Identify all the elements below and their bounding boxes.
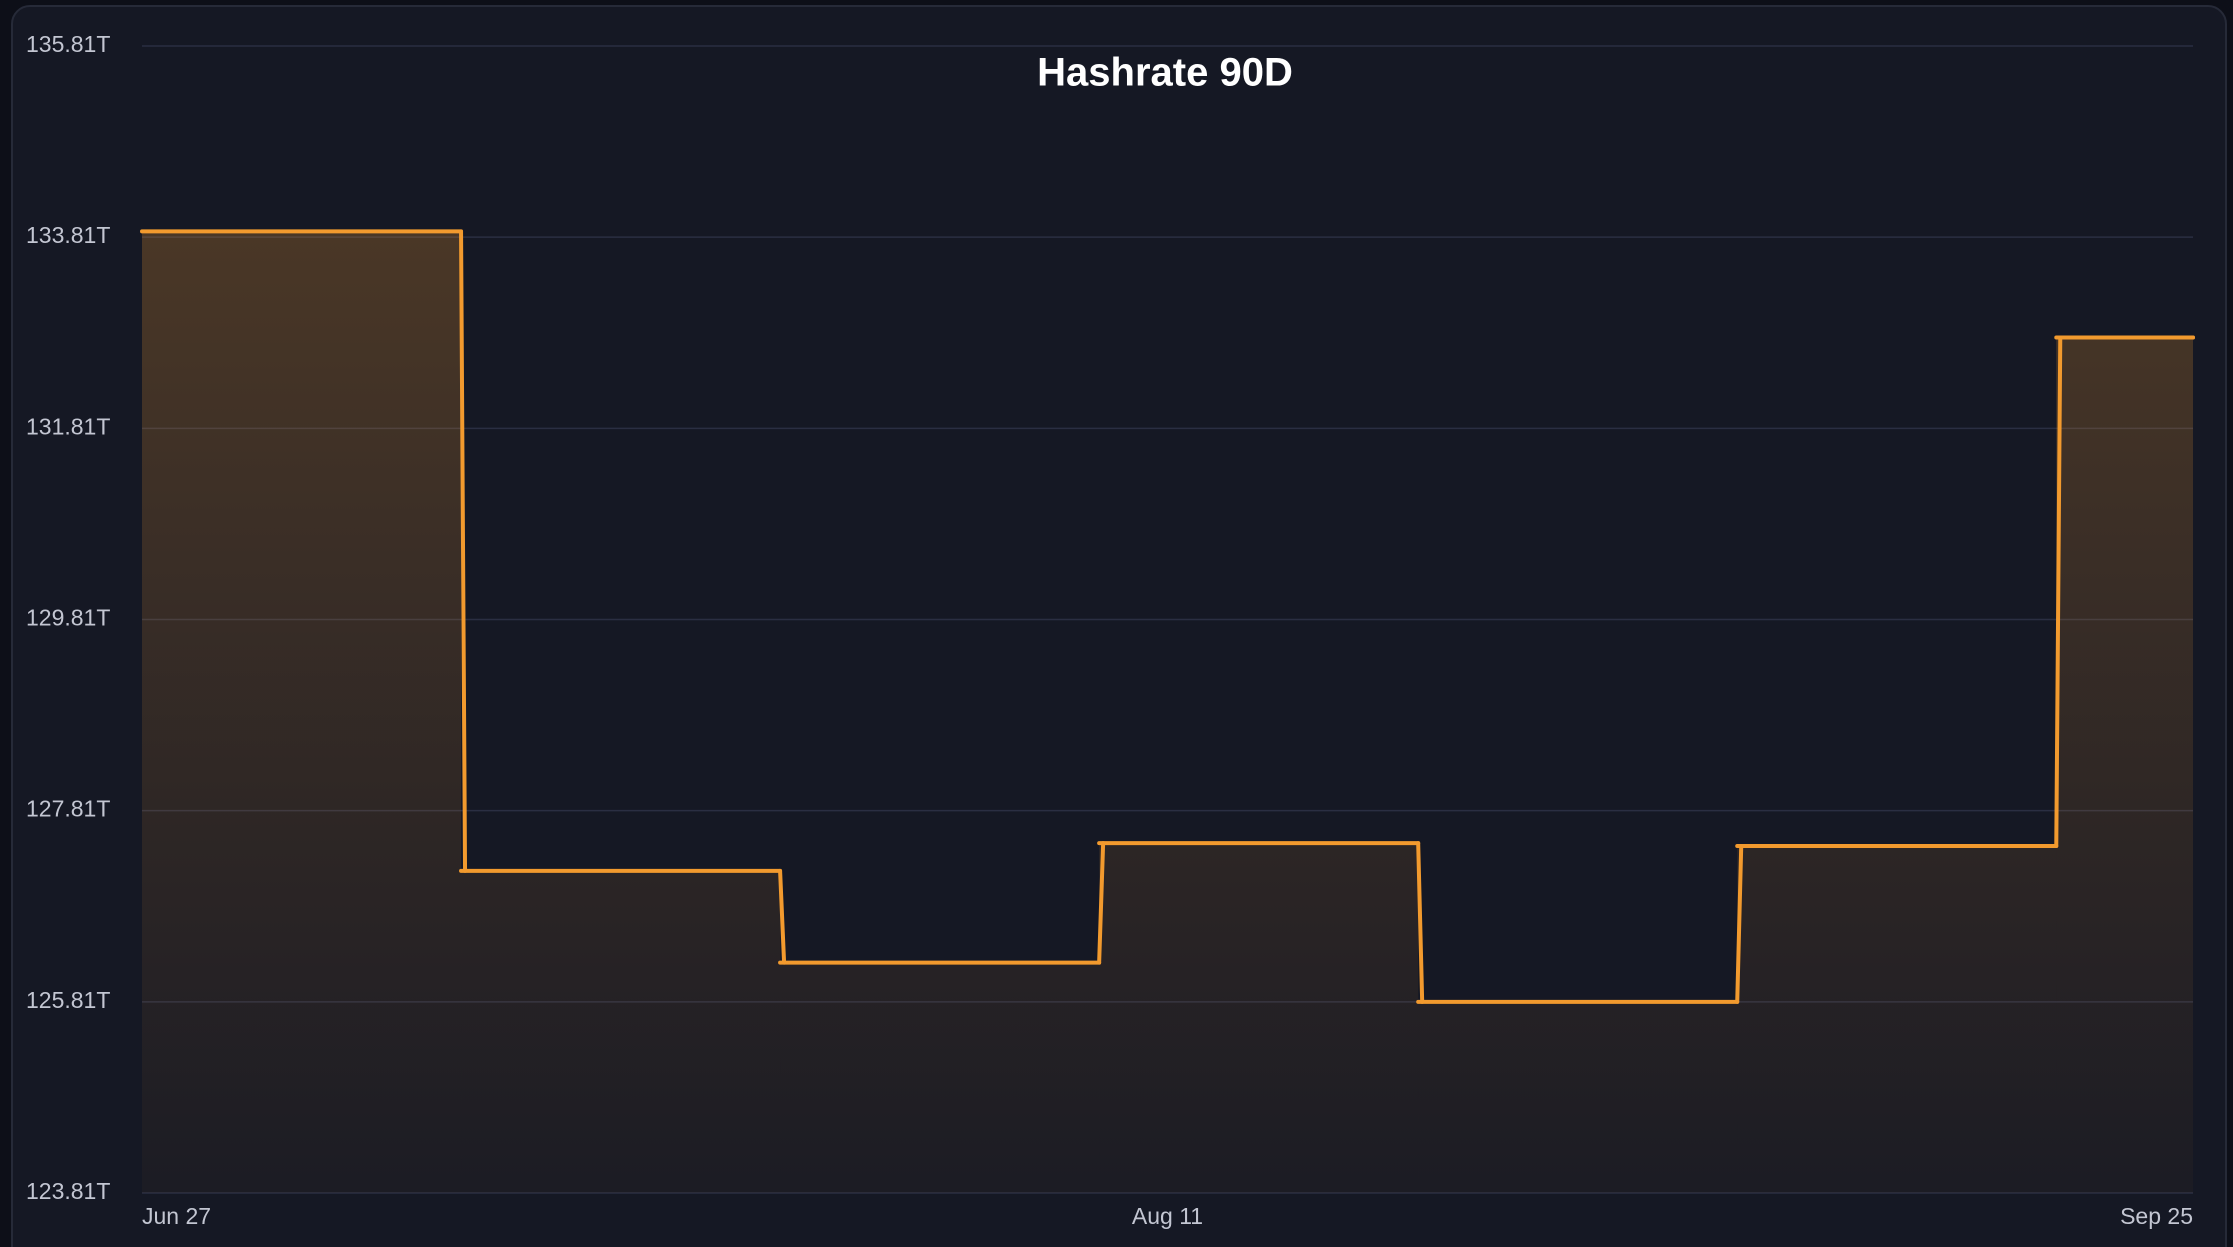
y-tick-label: 125.81T — [26, 987, 110, 1013]
step-riser — [778, 868, 787, 965]
step-riser — [459, 229, 468, 873]
y-tick-label: 127.81T — [26, 796, 110, 822]
x-tick-label: Aug 11 — [1132, 1203, 1203, 1229]
y-tick-label: 135.81T — [26, 31, 110, 57]
chart-title: Hashrate 90D — [1037, 51, 1293, 95]
area-segment — [1737, 846, 2057, 1193]
x-tick-label: Sep 25 — [2120, 1203, 2193, 1229]
area-segment — [461, 870, 781, 1193]
y-tick-label: 131.81T — [26, 413, 110, 439]
y-tick-label: 133.81T — [26, 222, 110, 248]
step-riser — [2054, 335, 2063, 849]
end-point — [2191, 335, 2195, 340]
area-segment — [2056, 337, 2193, 1193]
x-tick-label: Jun 27 — [142, 1203, 211, 1229]
y-tick-label: 129.81T — [26, 605, 110, 631]
area-segment — [142, 231, 462, 1194]
y-tick-label: 123.81T — [26, 1178, 110, 1204]
area-segment — [1418, 1001, 1738, 1193]
step-riser — [1416, 841, 1425, 1004]
area-segment — [780, 962, 1100, 1193]
step-riser — [1735, 844, 1744, 1004]
step-riser — [1097, 841, 1106, 965]
area-segment — [1099, 843, 1419, 1193]
